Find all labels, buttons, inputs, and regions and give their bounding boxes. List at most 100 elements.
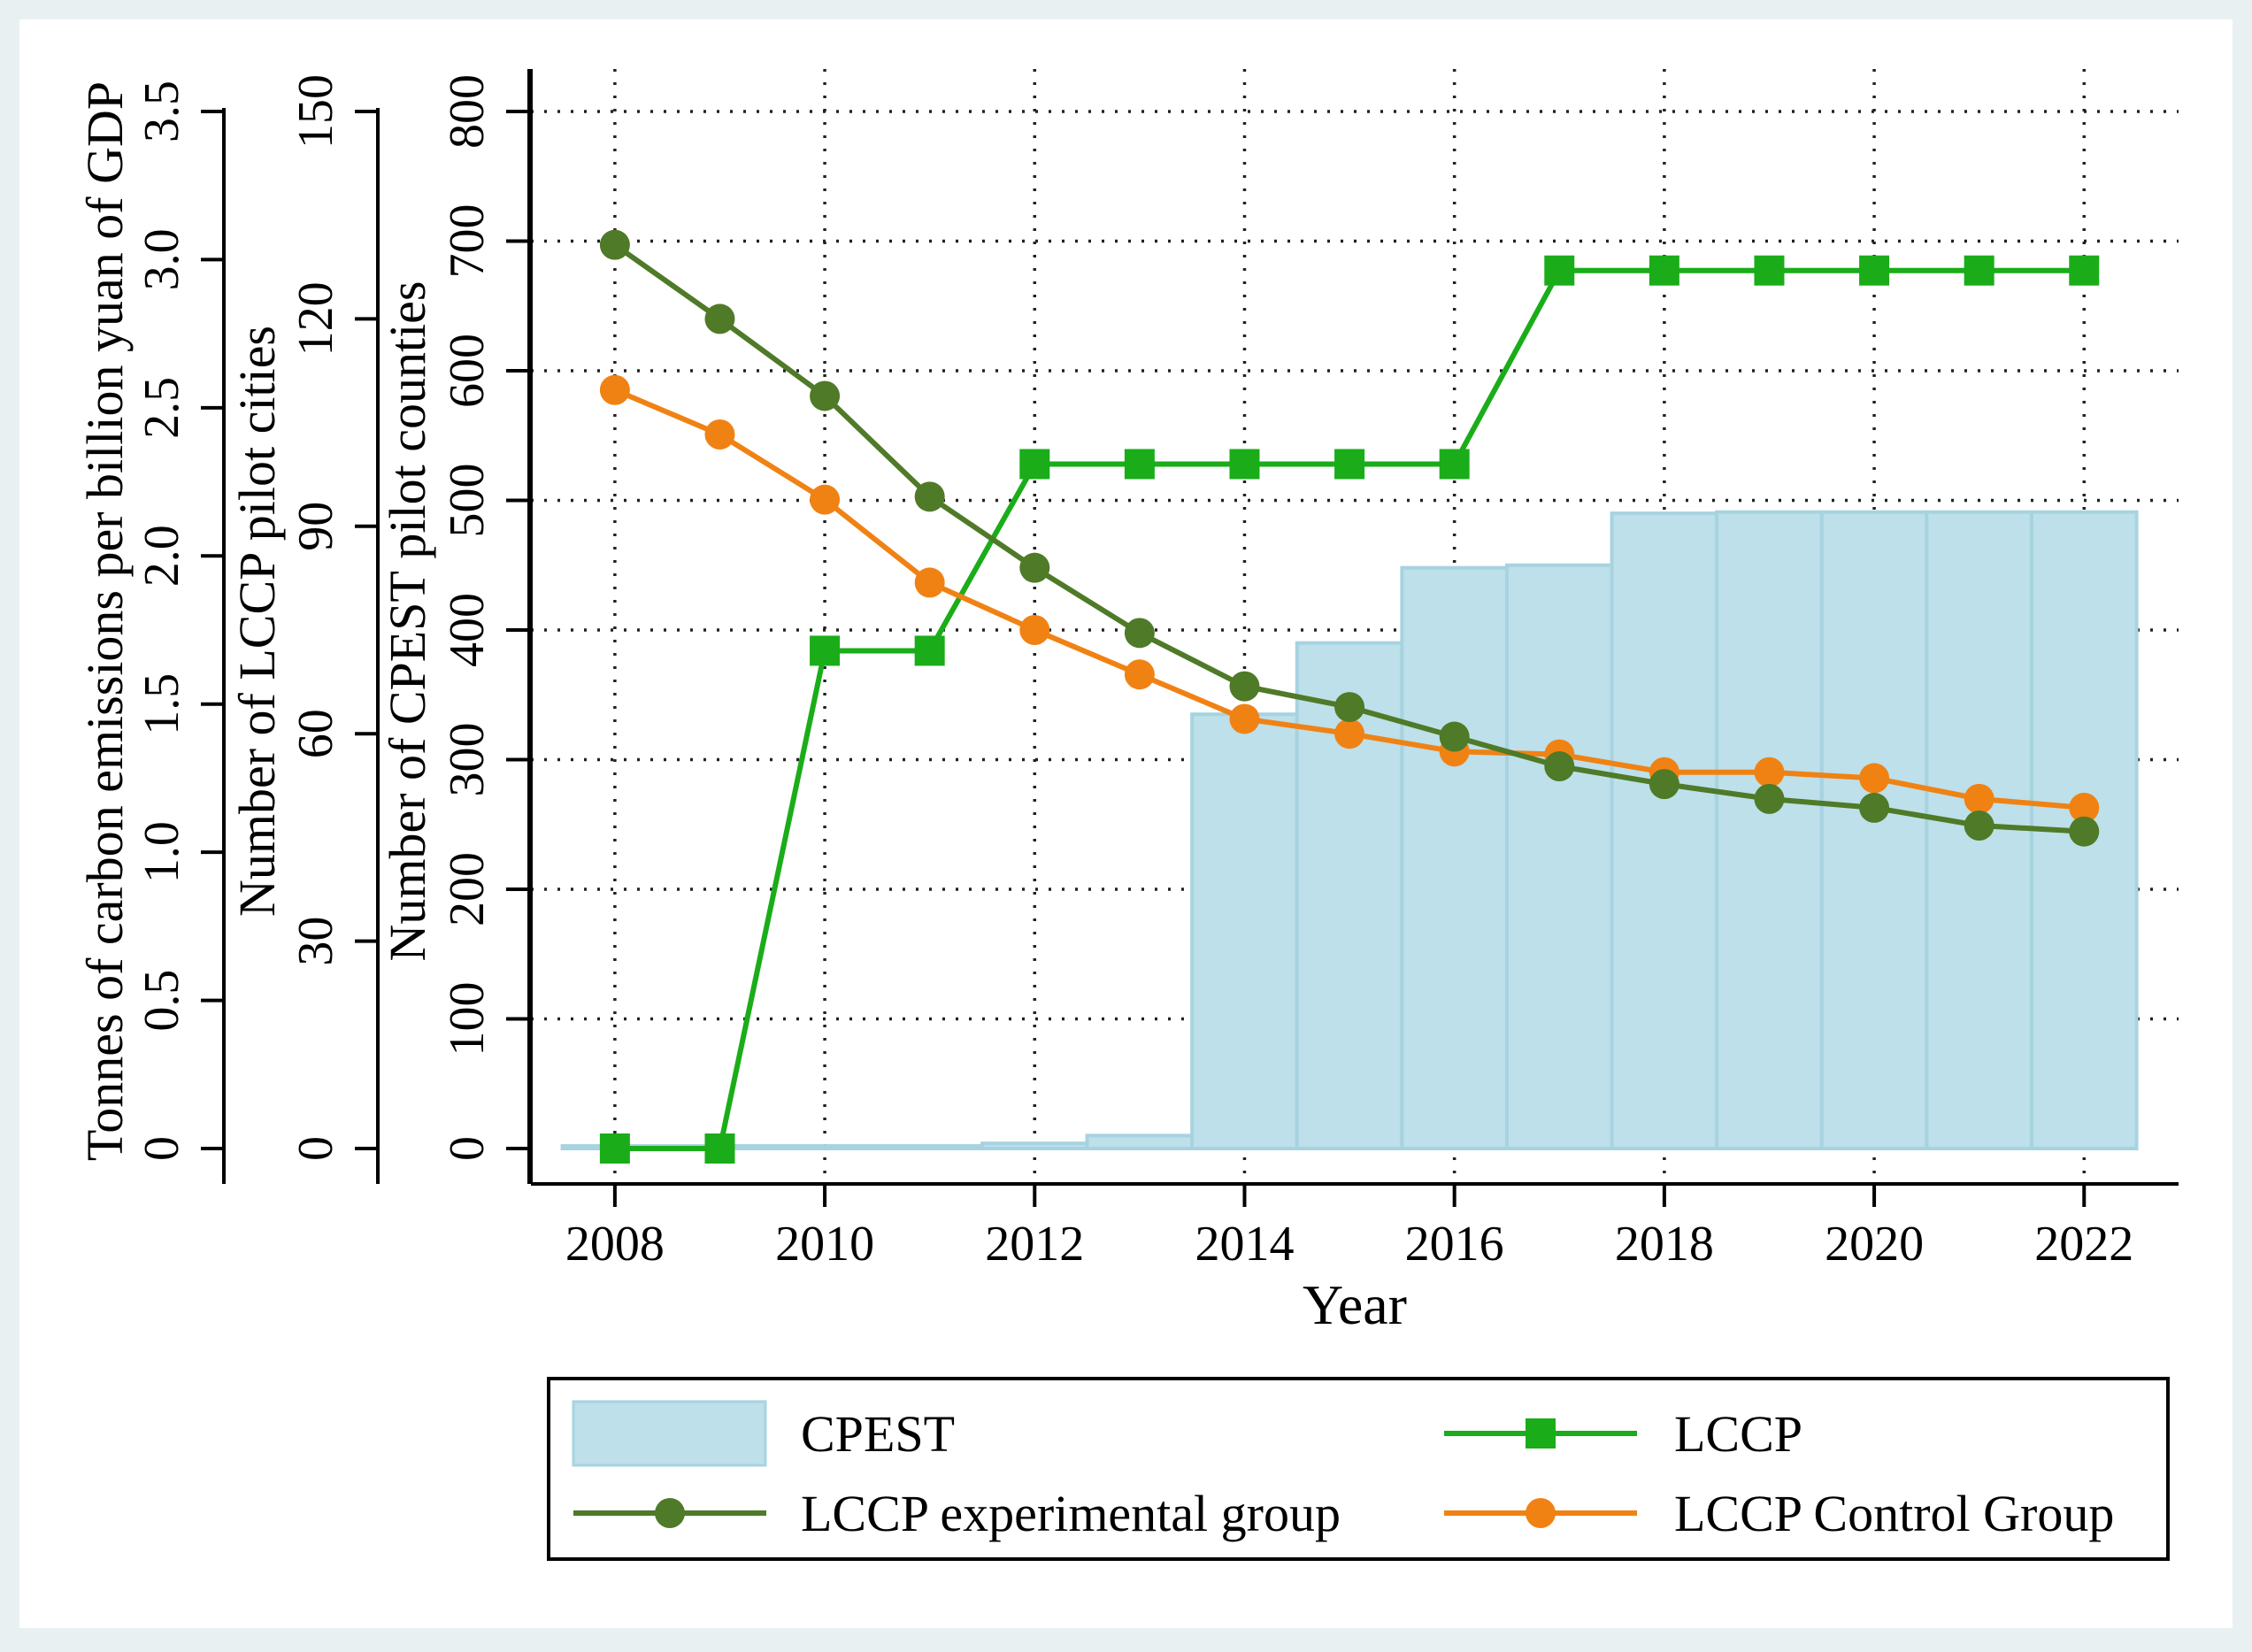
x-tick-label: 2012 [985,1217,1084,1272]
x-tick-label: 2018 [1615,1217,1714,1272]
x-tick-label: 2022 [2034,1217,2133,1272]
data-point [810,484,841,515]
cpest-bar [980,1141,1089,1151]
y-tick-label: 800 [440,74,495,149]
legend-label: LCCP experimental group [801,1485,1341,1542]
y-axis-title-cpest: Number of CPEST pilot counties [379,280,436,961]
data-point [704,1133,735,1164]
data-point [1124,449,1155,480]
data-point [1859,255,1890,286]
data-point [810,635,841,666]
data-point [1229,449,1260,480]
y-tick-label: 200 [440,852,495,926]
data-point [1334,449,1365,480]
data-point [1754,255,1785,286]
y-tick-label: 0.5 [135,970,189,1032]
x-tick-label: 2020 [1825,1217,1924,1272]
legend-marker [1526,1498,1556,1528]
y-axis-title-lccp: Number of LCCP pilot cities [228,326,286,917]
legend-label: LCCP Control Group [1674,1485,2114,1542]
series-lccp-experimental-group [599,229,2100,847]
y-tick-label: 400 [440,593,495,667]
data-point [1019,615,1050,645]
data-point [1439,721,1470,752]
data-point [914,567,945,598]
cpest-bar [1190,712,1299,1150]
legend-label: CPEST [801,1405,955,1463]
y-tick-label: 60 [288,709,343,758]
legend-marker [655,1498,685,1528]
data-point [599,374,630,405]
data-point [1964,811,1995,841]
x-tick-label: 2014 [1195,1217,1294,1272]
y-tick-label: 1.0 [135,821,189,883]
data-point [1544,255,1575,286]
series-lccp [599,255,2100,1164]
y-tick-label: 300 [440,723,495,797]
cpest-bar [1610,511,1719,1150]
data-point [1754,757,1785,788]
legend-marker [1526,1418,1556,1448]
y-tick-label: 600 [440,334,495,408]
data-point [1229,671,1260,702]
cpest-bar [770,1144,880,1150]
cpest-bar [1819,510,1929,1150]
data-point [1334,718,1365,749]
y-axis-carbon: 0 0.5 1.0 1.5 2.0 2.5 3.0 3.5 [135,81,226,1184]
y-tick-label: 30 [288,917,343,966]
y-tick-label: 500 [440,464,495,538]
data-point [1649,769,1679,800]
data-point [2069,816,2100,847]
data-point [1754,783,1785,814]
data-point [810,380,841,411]
data-point [1229,703,1260,734]
x-tick-label: 2016 [1405,1217,1504,1272]
y-tick-label: 1.5 [135,673,189,735]
y-tick-label: 0 [440,1136,495,1161]
legend: CPEST LCCP LCCP experimental group LCCP Con… [547,1377,2170,1561]
data-point [1019,552,1050,583]
legend-label: LCCP [1674,1405,1802,1463]
data-point [704,304,735,334]
legend-swatch [572,1400,767,1467]
data-point [599,229,630,260]
data-point [1124,618,1155,649]
data-point [1124,659,1155,690]
data-point [1649,255,1679,286]
y-tick-label: 0 [288,1136,343,1161]
cpest-bar [1504,563,1614,1150]
y-tick-label: 150 [288,74,343,149]
data-point [2069,255,2100,286]
data-point [1019,449,1050,480]
data-point [1544,751,1575,782]
y-axis-cpest: 0 100 200 300 400 500 600 700 800 [440,69,531,1184]
x-tick-label: 2010 [775,1217,874,1272]
y-tick-label: 0 [135,1136,189,1161]
x-tick-label: 2008 [565,1217,665,1272]
y-tick-label: 90 [288,502,343,551]
y-tick-label: 3.0 [135,228,189,290]
data-point [1439,449,1470,480]
data-point [914,481,945,512]
data-point [599,1133,630,1164]
cpest-bar [1400,565,1509,1150]
y-tick-label: 700 [440,204,495,279]
data-point [1334,692,1365,723]
legend-box [547,1377,2170,1561]
data-point [1964,255,1995,286]
y-axis-lccp: 0 30 60 90 120 150 [288,74,380,1184]
y-tick-label: 100 [440,982,495,1057]
y-tick-label: 2.5 [135,377,189,439]
data-point [704,419,735,449]
data-point [1859,792,1890,823]
data-point [1964,783,1995,814]
x-axis-title: Year [1303,1273,1407,1336]
y-tick-label: 3.5 [135,81,189,142]
data-point [914,635,945,666]
y-tick-label: 2.0 [135,525,189,587]
cpest-bar [1085,1133,1195,1150]
y-axis-title-carbon: Tonnes of carbon emissions per billion y… [76,81,134,1161]
cpest-bar [1715,510,1824,1150]
y-tick-label: 120 [288,281,343,356]
